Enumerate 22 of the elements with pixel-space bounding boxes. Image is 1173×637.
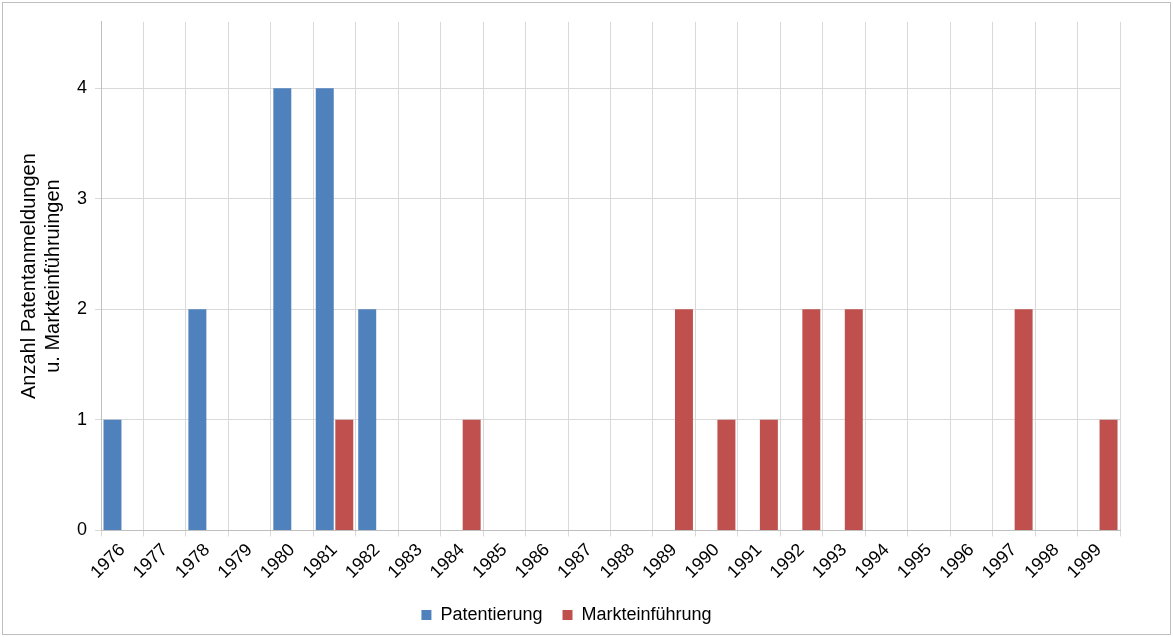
bar [1014,309,1033,530]
legend-label: Markteinführung [581,603,712,624]
bar [273,88,292,530]
bar [103,419,122,530]
y-tick-label: 2 [77,298,88,319]
bar [717,419,736,530]
legend-label: Patentierung [440,603,543,624]
y-axis-title: Anzahl Patentanmeldungen u. Markteinführuingen [16,153,63,399]
bar [335,419,354,530]
y-tick-label: 3 [77,187,88,208]
bar [462,419,481,530]
y-tick-label: 0 [77,519,88,540]
bar [315,88,334,530]
bar [674,309,693,530]
bar [358,309,377,530]
y-tick-label: 1 [77,408,88,429]
bar [188,309,207,530]
bar [759,419,778,530]
bar [802,309,821,530]
bar [844,309,863,530]
y-tick-label: 4 [77,77,88,98]
bar [1099,419,1118,530]
